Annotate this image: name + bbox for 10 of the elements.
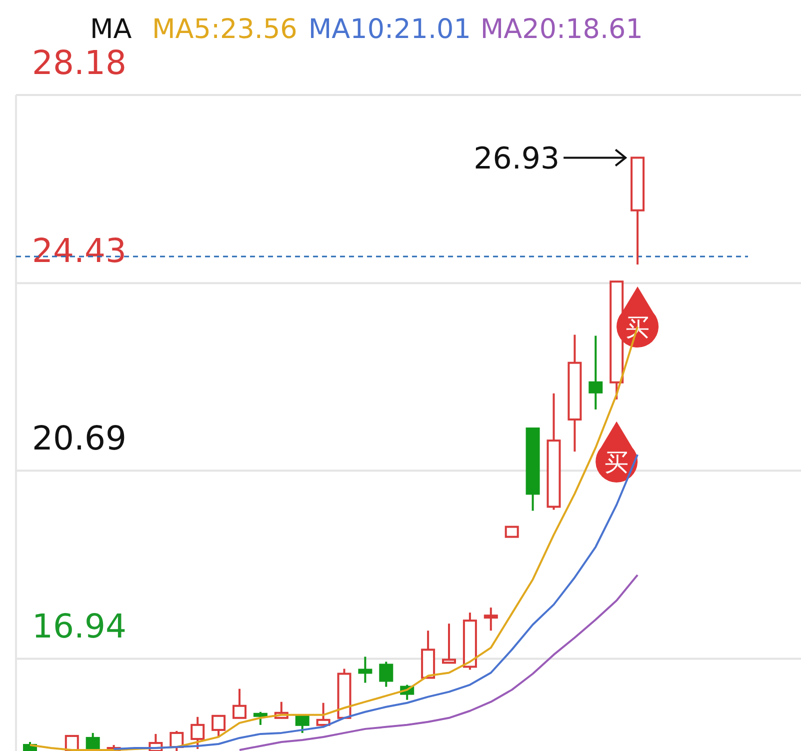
y-tick-label: 20.69 — [32, 418, 126, 458]
text: MA20:18.61 — [480, 14, 643, 45]
legend-title: MA — [90, 14, 132, 45]
text: MA5:23.56 — [152, 14, 298, 45]
text: MA10:21.01 — [308, 14, 471, 45]
annotation: 26.93 — [474, 142, 560, 177]
y-tick-label: 16.94 — [32, 606, 126, 646]
annotation: 买 — [604, 448, 629, 476]
y-tick-label: 24.43 — [32, 231, 126, 270]
y-tick-label: 28.18 — [32, 43, 126, 82]
